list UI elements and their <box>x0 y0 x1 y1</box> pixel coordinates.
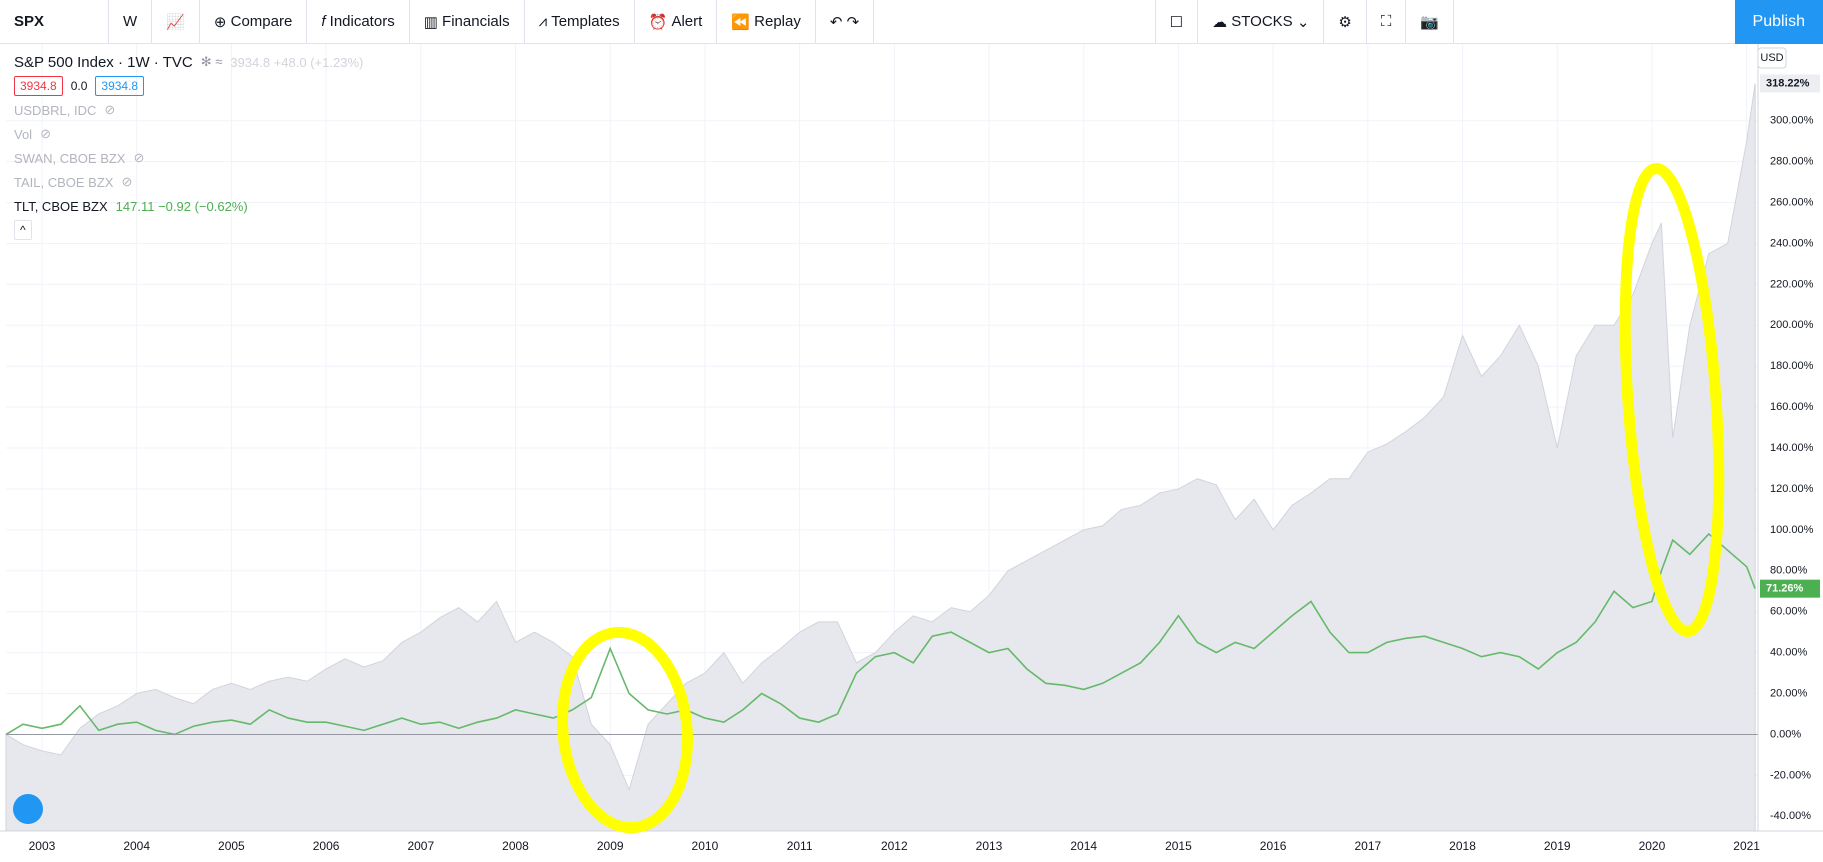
snapshot[interactable]: 📷 <box>1406 0 1455 44</box>
label: STOCKS <box>1231 13 1293 30</box>
label: Compare <box>230 13 293 30</box>
y-tick-label: 100.00% <box>1770 524 1814 536</box>
ask[interactable]: 3934.8 <box>95 76 145 96</box>
y-tick-label: 280.00% <box>1770 156 1814 168</box>
x-tick-label: 2007 <box>407 839 434 853</box>
interval[interactable]: W <box>109 0 153 44</box>
last-value-label: 318.22% <box>1766 77 1810 89</box>
last-value-box <box>1760 579 1820 598</box>
hidden-study[interactable]: SWAN, CBOE BZX <box>14 150 126 166</box>
label: Replay <box>754 13 801 30</box>
eye-icon[interactable]: ⊘ <box>133 150 145 165</box>
y-tick-label: -20.00% <box>1770 769 1811 781</box>
main-series[interactable]: S&P 500 Index · 1W · TVC <box>14 53 193 71</box>
y-tick-label: 0.00% <box>1770 728 1801 740</box>
y-tick-label: 300.00% <box>1770 115 1814 127</box>
x-tick-label: 2019 <box>1544 839 1571 853</box>
y-tick-label: -40.00% <box>1770 810 1811 822</box>
y-tick-label: 60.00% <box>1770 606 1808 618</box>
area <box>5 83 1756 832</box>
label: Financials <box>442 13 510 30</box>
x-tick-label: 2011 <box>787 839 813 853</box>
x-tick-label: 2016 <box>1260 839 1287 853</box>
x-tick-label: 2008 <box>502 839 529 853</box>
toolbar: SPX W 📈 ⊕ Compare f Indicators ▥ Financi… <box>0 0 1823 44</box>
currency-box <box>1757 47 1787 69</box>
y-tick-label: 160.00% <box>1770 401 1814 413</box>
logo <box>13 794 43 824</box>
status: ✻ ≈ <box>200 54 223 69</box>
x-tick-label: 2013 <box>976 839 1003 853</box>
fullscreen-toggle[interactable]: ☐ <box>1154 0 1199 44</box>
spread: 0.0 <box>70 79 88 93</box>
x-tick-label: 2012 <box>881 839 908 853</box>
x-tick-label: 2003 <box>29 839 56 853</box>
axis-bg <box>1759 44 1823 48</box>
last-value-box <box>1760 74 1820 93</box>
y-tick-label: 220.00% <box>1770 278 1814 290</box>
y-tick-label: 180.00% <box>1770 360 1814 372</box>
publish-button[interactable]: Publish <box>1734 0 1823 44</box>
tlt-series[interactable]: TLT, CBOE BZX <box>14 198 108 214</box>
symbol[interactable]: SPX <box>0 0 109 44</box>
fullscreen[interactable]: ⛶ <box>1367 0 1407 44</box>
compare[interactable]: ⊕ Compare <box>200 0 308 44</box>
x-tick-label: 2014 <box>1070 839 1097 853</box>
x-tick-label: 2020 <box>1639 839 1666 853</box>
y-tick-label: 200.00% <box>1770 319 1814 331</box>
x-tick-label: 2009 <box>597 839 624 853</box>
templates[interactable]: ⩘ Templates <box>525 0 635 44</box>
annotation <box>1619 163 1725 637</box>
y-tick-label: 140.00% <box>1770 442 1814 454</box>
y-tick-label: 80.00% <box>1770 565 1808 577</box>
tlt-values: 147.11 −0.92 (−0.62%) <box>115 198 248 214</box>
x-tick-label: 2005 <box>218 839 245 853</box>
y-tick-label: 120.00% <box>1770 483 1814 495</box>
x-tick-label: 2017 <box>1354 839 1381 853</box>
hidden-study[interactable]: Vol <box>14 126 33 142</box>
layout[interactable]: ☁ STOCKS ⌄ <box>1198 0 1325 44</box>
line <box>5 532 1756 736</box>
hidden-study[interactable]: TAIL, CBOE BZX <box>14 174 114 190</box>
eye-icon[interactable]: ⊘ <box>40 126 51 141</box>
x-tick-label: 2010 <box>692 839 719 853</box>
label: Templates <box>551 13 620 30</box>
y-tick-label: 260.00% <box>1770 196 1814 208</box>
undo-redo[interactable]: ↶ ↷ <box>816 0 875 44</box>
alert[interactable]: ⏰ Alert <box>635 0 718 44</box>
y-tick-label: 20.00% <box>1770 687 1808 699</box>
indicators[interactable]: f Indicators <box>307 0 410 44</box>
financials[interactable]: ▥ Financials <box>410 0 525 44</box>
bid[interactable]: 3934.8 <box>14 76 63 96</box>
main-values: 3934.8 +48.0 (+1.23%) <box>230 54 364 70</box>
currency: USD <box>1760 52 1783 64</box>
chart-style[interactable]: 📈 <box>152 0 200 44</box>
annotation <box>556 626 694 834</box>
hidden-study[interactable]: USDBRL, IDC <box>14 102 97 118</box>
settings[interactable]: ⚙ <box>1324 0 1367 44</box>
x-tick-label: 2006 <box>313 839 340 853</box>
eye-icon[interactable]: ⊘ <box>121 174 133 189</box>
legend: S&P 500 Index · 1W · TVC ✻ ≈ 3934.8 +48.0 … <box>14 50 363 242</box>
x-tick-label: 2015 <box>1165 839 1192 853</box>
label: Indicators <box>329 13 395 30</box>
eye-icon[interactable]: ⊘ <box>104 102 116 117</box>
collapse-button[interactable]: ^ <box>14 220 32 240</box>
x-tick-label: 2004 <box>123 839 150 853</box>
y-tick-label: 40.00% <box>1770 647 1808 659</box>
x-tick-label: 2021 <box>1733 839 1760 853</box>
replay[interactable]: ⏪ Replay <box>717 0 816 44</box>
last-value-label: 71.26% <box>1766 583 1804 595</box>
label: Alert <box>671 13 703 30</box>
x-tick-label: 2018 <box>1449 839 1476 853</box>
y-tick-label: 240.00% <box>1770 237 1814 249</box>
